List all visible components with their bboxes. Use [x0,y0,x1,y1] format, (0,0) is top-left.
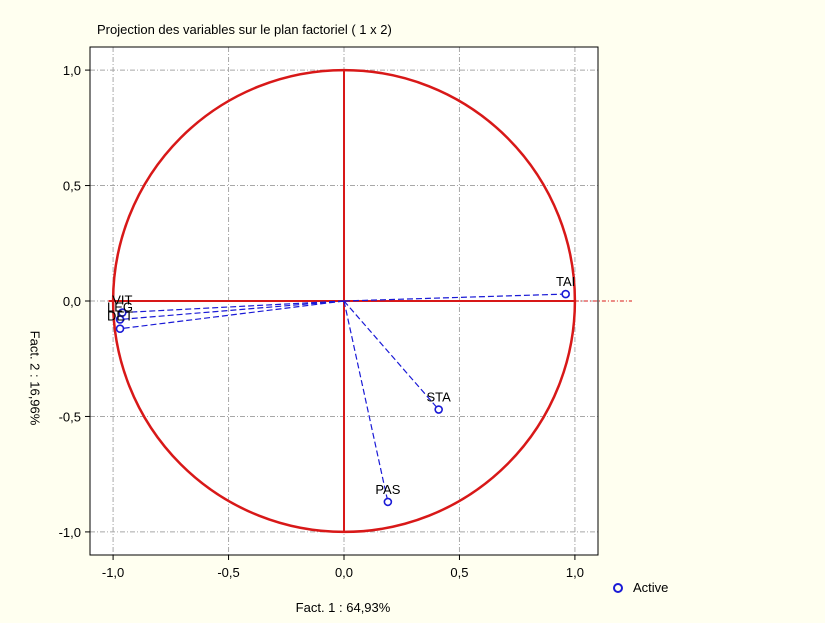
vector-line [119,300,345,330]
point-marker [434,405,443,414]
x-axis-label: Fact. 1 : 64,93% [295,600,391,615]
legend-marker-active [613,582,623,593]
y-tick-label: 0,5 [63,179,81,194]
legend-label-active: Active [633,580,669,595]
vector-line [122,300,345,314]
vector-line [343,293,566,302]
point-marker [383,497,393,507]
x-tick-label: 0,0 [335,565,353,580]
point-label: PAS [375,482,400,497]
point-label: LEG [107,299,133,314]
x-tick-label: -1,0 [102,565,124,580]
point-marker [115,315,125,324]
vector-line [343,300,440,410]
y-tick-label: 1,0 [63,63,81,78]
vector-line [119,300,345,321]
point-label: DET [107,309,133,324]
point-label: VIT [112,293,132,308]
point-label: TAI [556,274,575,289]
y-tick-label: -1,0 [59,525,81,540]
point-marker [115,324,125,334]
chart-title: Projection des variables sur le plan fac… [97,22,392,37]
x-tick-label: -0,5 [217,565,239,580]
y-tick-label: 0,0 [63,294,81,309]
y-tick-label: -0,5 [59,409,81,424]
vector-line [343,300,389,503]
point-marker [561,289,570,299]
legend: Active [613,580,668,595]
x-tick-label: 0,5 [450,565,468,580]
x-tick-label: 1,0 [566,565,584,580]
y-axis-label: Fact. 2 : 16,96% [27,330,43,426]
point-label: STA [427,390,452,405]
